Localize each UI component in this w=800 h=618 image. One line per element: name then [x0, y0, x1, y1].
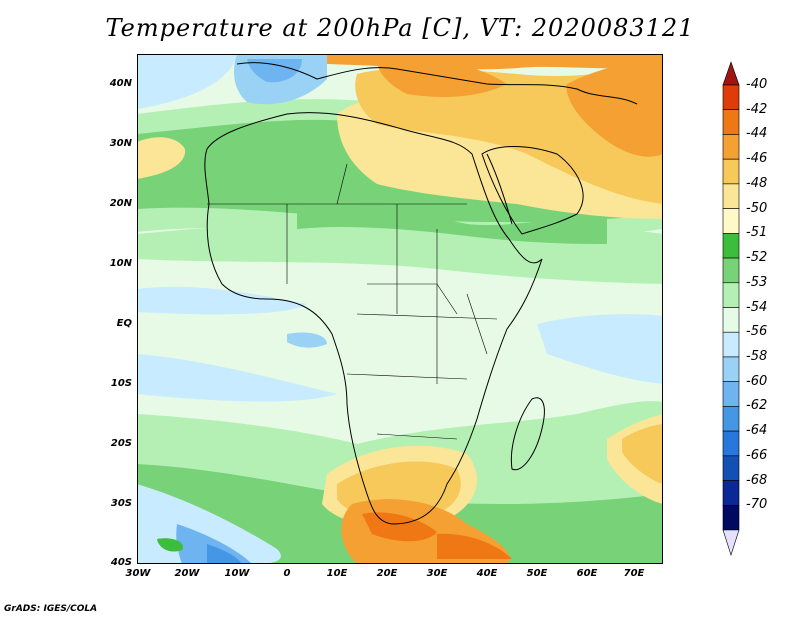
colorbar-label: -44: [746, 126, 768, 142]
field-north-orange: [377, 57, 507, 97]
red-sea: [486, 153, 513, 225]
lat-label: 10S: [110, 378, 132, 389]
colorbar-box: [722, 331, 740, 358]
colorbar-label: -66: [746, 447, 768, 463]
field-southwest-blue-deepest: [207, 544, 242, 564]
lat-label: 30S: [110, 498, 132, 509]
field-mid-green-dark: [297, 201, 607, 244]
field-east-blue: [537, 314, 663, 384]
arabia-coastline: [481, 146, 584, 235]
field-iberia-blue-mid: [247, 59, 302, 83]
colorbar-label: -62: [746, 398, 768, 414]
colorbar-box: [722, 158, 740, 185]
colorbar-box: [722, 257, 740, 284]
colorbar-label: -52: [746, 250, 768, 266]
colorbar-box: [722, 455, 740, 481]
colorbar-label: -64: [746, 423, 768, 439]
lon-label: 70E: [623, 568, 645, 579]
colorbar-label: -48: [746, 175, 768, 191]
coastlines: [204, 62, 638, 525]
lon-label: 30E: [426, 568, 448, 579]
lon-label: 20W: [174, 568, 200, 579]
colorbar-label: -68: [746, 472, 768, 488]
colorbar-box: [722, 381, 740, 407]
colorbar-boxes: [722, 61, 740, 556]
colorbar-box: [722, 356, 740, 382]
lat-label: 20S: [110, 438, 132, 449]
lon-label: 10W: [224, 568, 250, 579]
lat-label: 30N: [109, 138, 132, 149]
field-madagascar-yellow-orange: [622, 424, 663, 484]
colorbar-box: [722, 430, 740, 457]
lat-label: 20N: [109, 198, 132, 209]
lon-label: 20E: [376, 568, 398, 579]
colorbar-label: -51: [746, 225, 768, 241]
colorbar-label: -53: [746, 274, 768, 290]
colorbar-label: -42: [746, 101, 768, 117]
field-southwest-blue-deep: [176, 524, 252, 564]
colorbar-label: -58: [746, 348, 768, 364]
colorbar-label: -40: [746, 77, 768, 92]
field-southwest-blue: [137, 354, 337, 402]
temperature-map: [137, 54, 663, 564]
colorbar-box: [722, 504, 740, 531]
colorbar-box: [722, 233, 740, 259]
field-arabia-orange: [566, 59, 663, 157]
borders: [207, 163, 498, 440]
colorbar-arrow-top: [722, 61, 740, 86]
lat-label: EQ: [116, 318, 132, 329]
lon-label: 50E: [526, 568, 548, 579]
colorbar-label: -56: [746, 324, 768, 340]
field-west-blue: [137, 286, 307, 315]
colorbar-box: [722, 208, 740, 234]
colorbar-box: [722, 307, 740, 333]
europe-coastline: [236, 62, 638, 105]
africa-coastline: [204, 112, 543, 525]
lon-label: 10E: [326, 568, 348, 579]
field-equator-blue: [287, 332, 327, 348]
credit-text: GrADS: IGES/COLA: [4, 604, 98, 614]
map-title: Temperature at 200hPa [C], VT: 202008312…: [105, 14, 695, 42]
colorbar-label: -50: [746, 200, 768, 216]
field-top-orange-strip: [327, 54, 663, 70]
colorbar-box: [722, 84, 740, 111]
colorbar-label: -60: [746, 373, 768, 389]
colorbar-label: -46: [746, 151, 768, 167]
madagascar-coastline: [510, 397, 545, 471]
colorbar-box: [722, 406, 740, 432]
colorbar-arrow-bottom: [722, 529, 740, 556]
map-frame: [137, 54, 663, 564]
colorbar-box: [722, 282, 740, 308]
colorbar: [722, 61, 740, 556]
lon-label: 40E: [476, 568, 498, 579]
lon-label: 30W: [125, 568, 151, 579]
colorbar-box: [722, 183, 740, 209]
colorbar-box: [722, 109, 740, 135]
lon-label: 60E: [576, 568, 598, 579]
colorbar-label: -70: [746, 497, 768, 513]
colorbar-label: -54: [746, 299, 768, 315]
lon-label: 0: [283, 568, 291, 579]
lat-label: 40S: [110, 557, 132, 568]
colorbar-box: [722, 134, 740, 160]
colorbar-box: [722, 480, 740, 506]
field-top-left-pale: [137, 54, 237, 109]
lat-label: 40N: [109, 78, 132, 89]
field-south-indian-orange-dark: [437, 533, 512, 559]
field-southwest-green-spot: [157, 538, 183, 552]
lat-label: 10N: [109, 258, 132, 269]
field-atlantic-yellow: [137, 137, 186, 179]
